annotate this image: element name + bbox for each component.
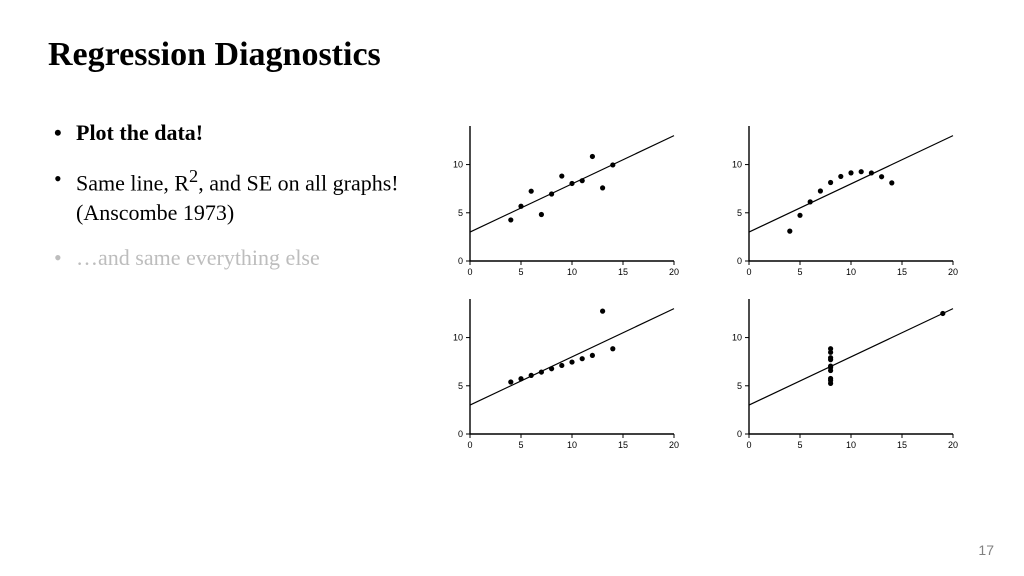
x-tick-label: 15 xyxy=(897,267,907,277)
bullet-item: …and same everything else xyxy=(76,243,418,273)
data-point xyxy=(828,180,833,185)
data-point xyxy=(580,178,585,183)
data-point xyxy=(828,378,833,383)
y-tick-label: 0 xyxy=(737,256,742,266)
x-tick-label: 10 xyxy=(567,267,577,277)
data-point xyxy=(848,170,853,175)
x-tick-label: 15 xyxy=(618,267,628,277)
data-point xyxy=(879,174,884,179)
y-tick-label: 5 xyxy=(458,208,463,218)
data-point xyxy=(797,213,802,218)
data-point xyxy=(869,170,874,175)
data-point xyxy=(590,353,595,358)
x-tick-label: 0 xyxy=(467,267,472,277)
x-tick-label: 5 xyxy=(518,267,523,277)
y-tick-label: 0 xyxy=(737,429,742,439)
bullet-item: Same line, R2, and SE on all graphs! (An… xyxy=(76,164,418,228)
scatter-panel-1: 0 5 10 15 20 0 5 10 xyxy=(442,118,682,283)
page-number: 17 xyxy=(978,542,994,558)
x-tick-label: 5 xyxy=(518,440,523,450)
data-point xyxy=(600,185,605,190)
y-tick-label: 5 xyxy=(737,208,742,218)
regression-line xyxy=(749,136,953,232)
y-tick-label: 10 xyxy=(732,160,742,170)
scatter-panel-3: 0 5 10 15 20 0 5 10 xyxy=(442,291,682,456)
axes xyxy=(470,126,674,261)
y-tick-label: 10 xyxy=(453,160,463,170)
data-point xyxy=(518,204,523,209)
data-point xyxy=(787,229,792,234)
regression-line xyxy=(470,309,674,405)
scatter-panel-2: 0 5 10 15 20 0 5 10 xyxy=(721,118,961,283)
data-point xyxy=(549,366,554,371)
scatter-panel-4: 0 5 10 15 20 0 5 10 xyxy=(721,291,961,456)
content-row: Plot the data! Same line, R2, and SE on a… xyxy=(48,118,976,456)
data-point xyxy=(569,359,574,364)
x-tick-label: 20 xyxy=(948,440,958,450)
x-tick-label: 20 xyxy=(948,267,958,277)
data-point xyxy=(539,212,544,217)
x-tick-label: 15 xyxy=(618,440,628,450)
data-point xyxy=(569,181,574,186)
data-point xyxy=(808,199,813,204)
data-point xyxy=(590,154,595,159)
axes xyxy=(749,299,953,434)
axes xyxy=(470,299,674,434)
data-point xyxy=(940,311,945,316)
data-point xyxy=(828,355,833,360)
data-point xyxy=(838,174,843,179)
axes xyxy=(749,126,953,261)
y-tick-label: 0 xyxy=(458,429,463,439)
x-tick-label: 20 xyxy=(669,440,679,450)
y-tick-label: 10 xyxy=(732,333,742,343)
page-title: Regression Diagnostics xyxy=(48,36,976,74)
bullet-item: Plot the data! xyxy=(76,118,418,148)
data-point xyxy=(828,350,833,355)
x-tick-label: 0 xyxy=(746,267,751,277)
data-point xyxy=(559,173,564,178)
x-tick-label: 5 xyxy=(797,267,802,277)
bullet-superscript: 2 xyxy=(189,166,198,186)
x-tick-label: 20 xyxy=(669,267,679,277)
y-tick-label: 0 xyxy=(458,256,463,266)
data-point xyxy=(610,162,615,167)
data-point xyxy=(539,369,544,374)
data-point xyxy=(610,346,615,351)
data-point xyxy=(549,191,554,196)
data-point xyxy=(818,188,823,193)
data-point xyxy=(508,379,513,384)
regression-line xyxy=(749,309,953,405)
bullet-text: Same line, R xyxy=(76,170,189,195)
x-tick-label: 0 xyxy=(467,440,472,450)
anscombe-quartet: 0 5 10 15 20 0 5 10 0 5 10 15 20 0 5 10 0 5 10 15 20 0 5 10 0 5 10… xyxy=(442,118,976,456)
x-tick-label: 0 xyxy=(746,440,751,450)
data-point xyxy=(529,189,534,194)
y-tick-label: 10 xyxy=(453,333,463,343)
x-tick-label: 5 xyxy=(797,440,802,450)
data-point xyxy=(828,365,833,370)
data-point xyxy=(600,309,605,314)
data-point xyxy=(580,356,585,361)
data-point xyxy=(859,169,864,174)
x-tick-label: 10 xyxy=(846,440,856,450)
data-point xyxy=(529,373,534,378)
y-tick-label: 5 xyxy=(737,381,742,391)
bullet-list: Plot the data! Same line, R2, and SE on a… xyxy=(48,118,418,456)
x-tick-label: 10 xyxy=(846,267,856,277)
x-tick-label: 15 xyxy=(897,440,907,450)
data-point xyxy=(889,180,894,185)
slide: Regression Diagnostics Plot the data! Sam… xyxy=(0,0,1024,576)
y-tick-label: 5 xyxy=(458,381,463,391)
data-point xyxy=(518,376,523,381)
x-tick-label: 10 xyxy=(567,440,577,450)
data-point xyxy=(508,217,513,222)
data-point xyxy=(559,363,564,368)
